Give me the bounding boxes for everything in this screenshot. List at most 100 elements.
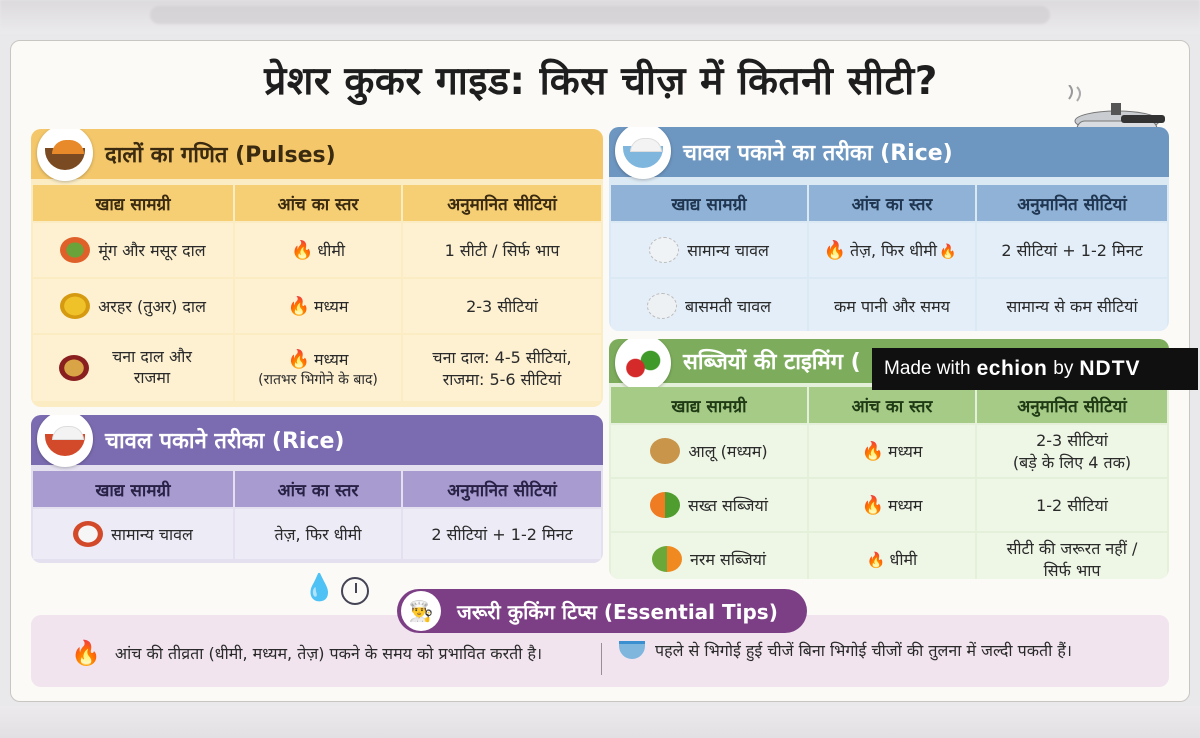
echion-logo: echion <box>976 357 1048 380</box>
flame-icon: 🔥 <box>71 639 101 667</box>
tip-heat: 🔥 आंच की तीव्रता (धीमी, मध्यम, तेज़) पकन… <box>71 639 542 667</box>
rice-left-title: चावल पकाने तरीका (Rice) <box>105 429 345 454</box>
pulses-heading: दालों का गणित (Pulses) <box>31 129 603 181</box>
blurred-bottom-strip <box>0 706 1200 738</box>
tips-title: जरूरी कुकिंग टिप्स (Essential Tips) <box>457 599 778 624</box>
item-label: आलू (मध्यम) <box>688 442 768 461</box>
tip-soaking-text: पहले से भिगोई हुई चीजें बिना भिगोई चीजों… <box>655 641 1072 660</box>
tip-soaking: पहले से भिगोई हुई चीजें बिना भिगोई चीजों… <box>619 639 1072 661</box>
rice-panel-right: चावल पकाने का तरीका (Rice) खाद्य सामग्री… <box>609 127 1169 331</box>
flame-icon: 🔥 <box>823 240 846 261</box>
tip-heat-text: आंच की तीव्रता (धीमी, मध्यम, तेज़) पकने … <box>114 644 543 663</box>
clock-icon <box>341 577 369 605</box>
item-label: मूंग और मसूर दाल <box>98 241 206 260</box>
made-with-echion-ndtv-badge: Made with echion by NDTV <box>872 348 1198 390</box>
flame-icon: 🔥 <box>938 244 957 260</box>
col-header-item: खाद्य सामग्री <box>611 185 807 221</box>
whistle-label: सीटी की जरूरत नहीं / <box>1006 539 1138 558</box>
ndtv-logo: NDTV <box>1079 357 1141 380</box>
potato-icon <box>650 438 681 464</box>
whistle-label: 2-3 सीटियां <box>466 297 538 316</box>
col-header-whistles: अनुमानित सीटियां <box>977 185 1167 221</box>
heat-note: (रातभर भिगोने के बाद) <box>258 371 378 388</box>
rice-panel-left: चावल पकाने तरीका (Rice) खाद्य सामग्री आं… <box>31 415 603 563</box>
rice-bowl-icon <box>73 521 104 547</box>
flame-icon: 🔥 <box>861 495 884 516</box>
heat-label: मध्यम <box>887 442 923 461</box>
table-row: मूंग और मसूर दाल 🔥 धीमी 1 सीटी / सिर्फ भा… <box>33 223 601 277</box>
item-label: अरहर (तुअर) दाल <box>98 297 206 316</box>
whistle-label: 2 सीटियां + 1-2 मिनट <box>1001 241 1143 260</box>
soaking-bowl-icon <box>619 641 645 659</box>
table-row: सख्त सब्जियां 🔥 मध्यम 1-2 सीटियां <box>611 479 1167 531</box>
item-label: नरम सब्जियां <box>689 550 767 569</box>
heat-label: धीमी <box>889 550 918 569</box>
whistle-label-2: सिर्फ भाप <box>1043 561 1101 579</box>
heat-label: तेज़, फिर धीमी <box>274 525 362 544</box>
vegetables-icon <box>615 339 671 391</box>
lentil-bowl-icon <box>37 129 93 181</box>
col-header-heat: आंच का स्तर <box>809 387 975 423</box>
blurred-top-strip <box>0 0 1200 34</box>
heat-label: मध्यम <box>887 496 923 515</box>
flame-icon: 🔥 <box>287 348 310 370</box>
table-row: नरम सब्जियां 🔥 धीमी सीटी की जरूरत नहीं / स… <box>611 533 1167 579</box>
pulses-panel: दालों का गणित (Pulses) खाद्य सामग्री आंच… <box>31 129 603 407</box>
heat-label: मध्यम <box>313 297 349 316</box>
col-header-whistles: अनुमानित सीटियां <box>977 387 1167 423</box>
flame-icon: 🔥 <box>287 296 310 317</box>
col-header-item: खाद्य सामग्री <box>33 471 233 507</box>
item-label: सख्त सब्जियां <box>688 496 768 515</box>
heat-label: मध्यम <box>313 349 349 369</box>
vegetables-title: सब्जियों की टाइमिंग ( <box>683 350 861 375</box>
heat-label: कम पानी और समय <box>834 297 950 316</box>
whistle-label: 2-3 सीटियां <box>1036 431 1108 450</box>
tips-heading: 👨‍🍳 जरूरी कुकिंग टिप्स (Essential Tips) <box>397 589 807 633</box>
lentils-icon <box>60 237 91 263</box>
table-row: चना दाल और राजमा 🔥 मध्यम (रातभर भिगोने के … <box>33 335 601 401</box>
whistle-label: सामान्य से कम सीटियां <box>1006 297 1138 316</box>
table-row: बासमती चावल कम पानी और समय सामान्य से कम… <box>611 279 1167 331</box>
col-header-heat: आंच का स्तर <box>809 185 975 221</box>
rice-bowl-icon <box>615 127 671 179</box>
vegetables-panel: सब्जियों की टाइमिंग ( खाद्य सामग्री आंच … <box>609 339 1169 579</box>
item-label: चना दाल और राजमा <box>112 347 192 387</box>
col-header-item: खाद्य सामग्री <box>33 185 233 221</box>
heat-label: धीमी <box>317 241 346 260</box>
chef-hat-icon: 👨‍🍳 <box>401 591 441 631</box>
tips-divider <box>601 643 602 675</box>
col-header-heat: आंच का स्तर <box>235 471 401 507</box>
made-with-label: Made with <box>884 358 971 379</box>
split-pigeon-peas-icon <box>60 293 91 319</box>
heat-label: तेज़, फिर धीमी <box>850 241 937 260</box>
pulses-table: खाद्य सामग्री आंच का स्तर अनुमानित सीटिय… <box>31 183 603 403</box>
item-label: सामान्य चावल <box>687 241 769 260</box>
by-label: by <box>1053 358 1074 379</box>
page-title: प्रेशर कुकर गाइड: किस चीज़ में कितनी सीट… <box>264 59 938 104</box>
pulses-title: दालों का गणित (Pulses) <box>105 143 336 168</box>
flame-icon: 🔥 <box>290 240 314 261</box>
rice-right-title: चावल पकाने का तरीका (Rice) <box>683 141 953 166</box>
table-row: अरहर (तुअर) दाल 🔥 मध्यम 2-3 सीटियां <box>33 279 601 333</box>
carrot-peas-icon <box>650 492 681 518</box>
rice-right-heading: चावल पकाने का तरीका (Rice) <box>609 127 1169 179</box>
rice-right-table: खाद्य सामग्री आंच का स्तर अनुमानित सीटिय… <box>609 183 1169 331</box>
flame-icon: 🔥 <box>866 551 886 569</box>
rice-left-table: खाद्य सामग्री आंच का स्तर अनुमानित सीटिय… <box>31 469 603 561</box>
flame-icon: 🔥 <box>861 441 884 462</box>
whistle-label: 2 सीटियां + 1-2 मिनट <box>431 525 573 544</box>
col-header-whistles: अनुमानित सीटियां <box>403 185 601 221</box>
rice-grains-icon <box>649 237 680 263</box>
item-label: सामान्य चावल <box>111 525 193 544</box>
zucchini-pumpkin-icon <box>651 546 682 572</box>
whistle-label-2: (बड़े के लिए 4 तक) <box>1012 453 1132 472</box>
col-header-heat: आंच का स्तर <box>235 185 401 221</box>
whistle-label: चना दाल: 4-5 सीटियां, <box>432 348 572 367</box>
water-drops-icon: 💧 <box>303 573 336 603</box>
col-header-item: खाद्य सामग्री <box>611 387 807 423</box>
whistle-label-2: राजमा: 5-6 सीटियां <box>442 370 562 389</box>
infographic-poster: प्रेशर कुकर गाइड: किस चीज़ में कितनी सीट… <box>10 40 1190 702</box>
chickpea-kidney-bean-icon <box>59 355 89 381</box>
basmati-grains-icon <box>646 293 677 319</box>
rice-bowl-icon <box>37 415 93 467</box>
